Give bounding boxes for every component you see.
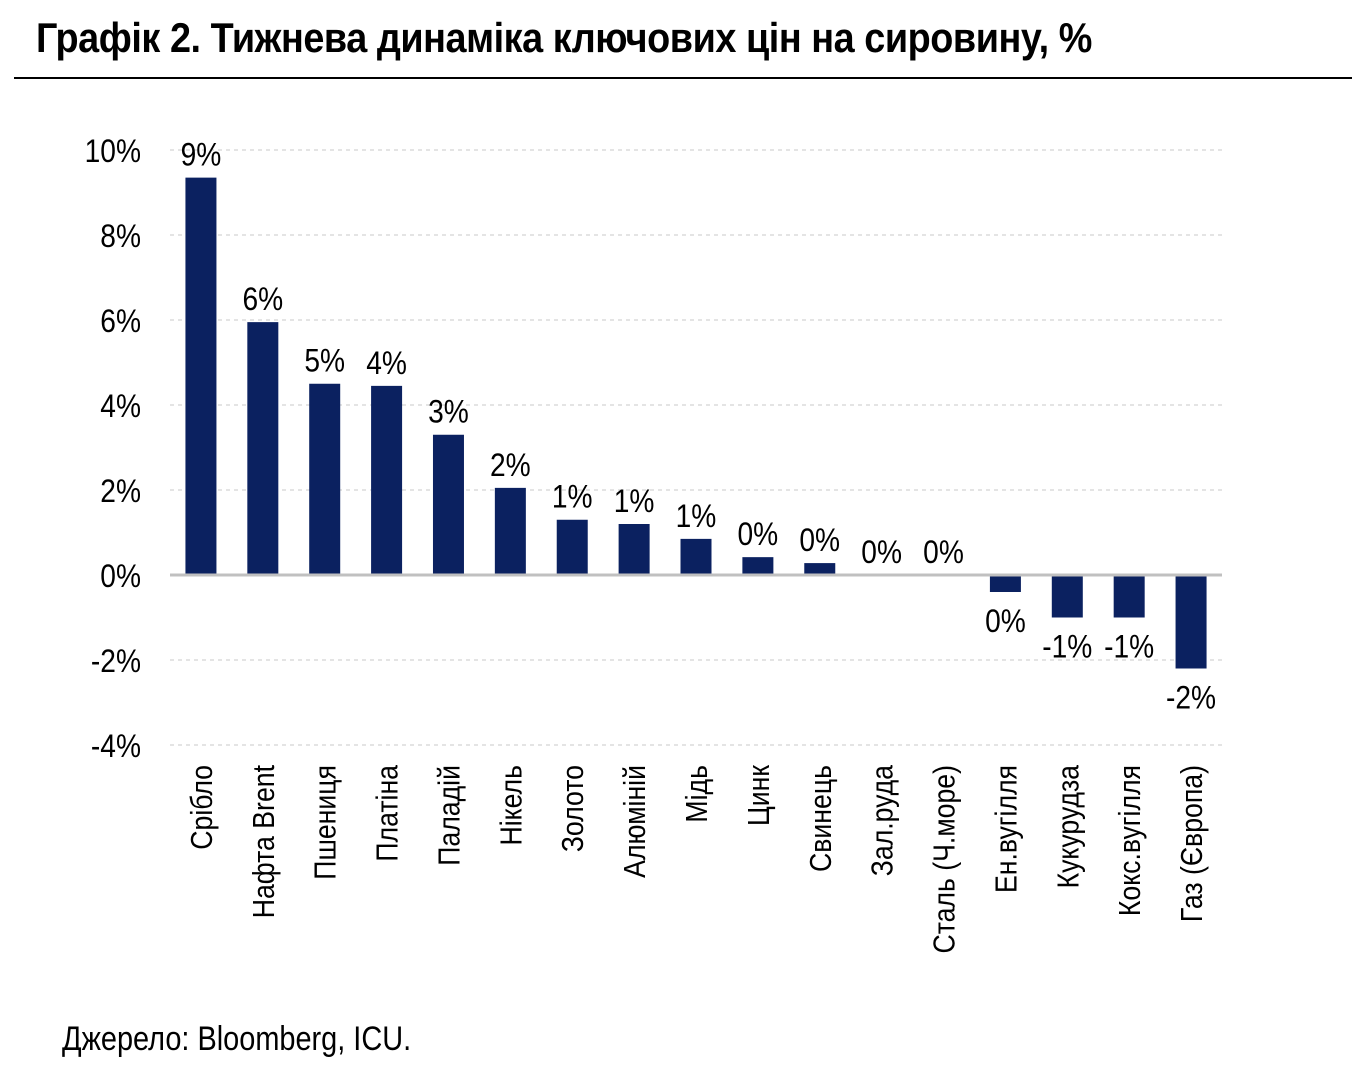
bar [680,538,712,575]
data-label: -1% [1042,630,1092,665]
bar [371,385,403,575]
data-label: 9% [181,138,222,173]
data-label: 2% [490,448,531,483]
data-label: 6% [242,283,283,318]
bar [247,322,279,575]
category-label: Алюміній [618,765,652,878]
category-label: Пшениця [309,765,343,880]
chart-title: Графік 2. Тижнева динаміка ключових цін … [36,14,1092,61]
category-label: Золото [556,765,590,852]
data-label: 5% [304,344,345,379]
bar [185,177,217,575]
category-label: Платіна [371,764,405,861]
data-label: 0% [738,518,779,553]
data-label: -2% [1166,681,1216,716]
data-label: 0% [923,535,964,570]
data-label: 3% [428,395,469,430]
bar [742,557,774,575]
category-label: Свинець [804,765,838,872]
category-label: Цинк [742,765,776,826]
data-label: 4% [366,346,407,381]
category-label: Мідь [680,765,714,823]
data-label: -1% [1104,630,1154,665]
bar [432,434,464,575]
bar [1175,575,1207,669]
category-label: Ен.вугілля [990,765,1024,893]
category-label: Кукурудза [1051,764,1085,888]
bar [309,383,341,575]
y-axis-tick-labels: 10% 8% 6% 4% 2% 0% -2% -4% [85,134,141,764]
y-tick-label: 6% [100,304,141,339]
bar [618,524,650,575]
y-tick-label: 8% [100,219,141,254]
bar-chart: 10% 8% 6% 4% 2% 0% -2% -4% 9% 6% 5% 4% 3% 2% 1% 1% 1% 0%… [85,134,1222,954]
bar [494,487,526,575]
category-label: Паладій [433,765,467,866]
category-label: Зал.руда [866,764,900,876]
bar [804,563,836,575]
y-tick-label: -2% [91,644,141,679]
bar [989,575,1021,592]
data-label: 0% [985,604,1026,639]
y-tick-label: 10% [85,134,141,169]
category-label: Кокс.вугілля [1113,765,1147,916]
chart-source: Джерело: Bloomberg, ICU. [62,1020,412,1058]
category-label: Нікель [495,765,529,846]
title-rule [14,77,1352,79]
data-label: 0% [861,535,902,570]
bar [1051,575,1083,618]
data-label: 1% [676,499,717,534]
data-labels: 9% 6% 5% 4% 3% 2% 1% 1% 1% 0% 0% 0% 0% 0% -1% -1% -2% [181,138,1216,716]
y-tick-label: 2% [100,474,141,509]
category-label: Нафта Brent [247,765,281,918]
data-label: 1% [614,484,655,519]
category-label: Срібло [185,765,219,850]
category-labels: Срібло Нафта Brent Пшениця Платіна Паладій Ні… [185,764,1209,953]
y-tick-label: 4% [100,389,141,424]
data-label: 1% [552,480,593,515]
y-tick-label: -4% [91,729,141,764]
bars [185,177,1207,669]
category-label: Газ (Європа) [1175,765,1209,922]
bar [1113,575,1145,618]
bar [556,519,588,575]
data-label: 0% [799,523,840,558]
category-label: Сталь (Ч.море) [928,765,962,954]
y-tick-label: 0% [100,559,141,594]
